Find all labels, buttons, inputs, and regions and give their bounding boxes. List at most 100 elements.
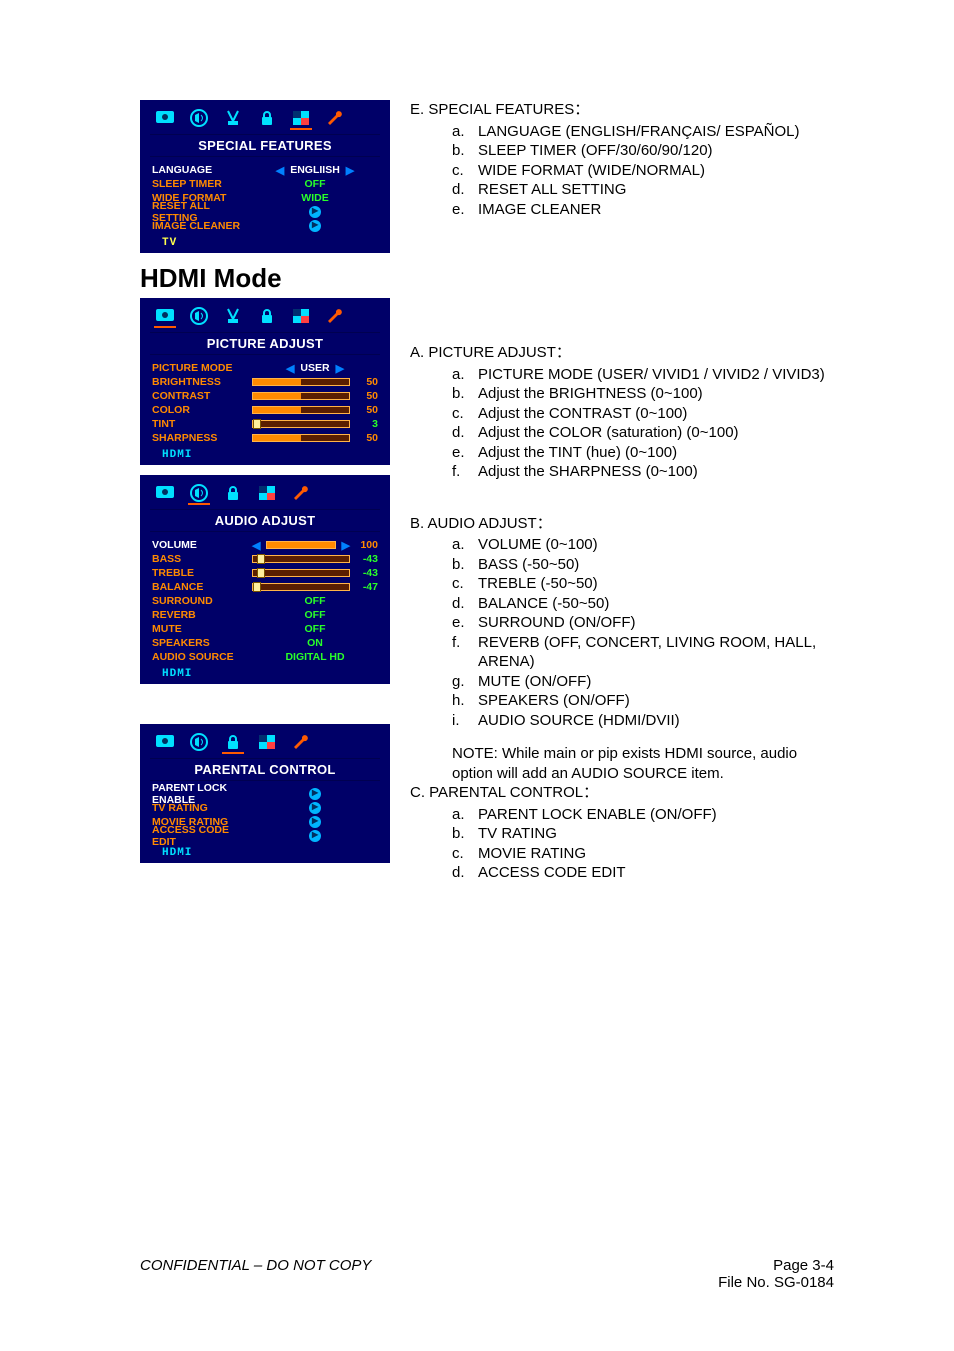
enter-icon[interactable] — [309, 830, 321, 842]
list-item: MUTE (ON/OFF) — [452, 672, 834, 692]
slider-track[interactable] — [266, 541, 335, 549]
osd-row-label: TV RATING — [152, 802, 252, 814]
osd-mode-label: HDMI — [162, 847, 192, 859]
osd-row-value — [252, 555, 350, 563]
osd-row[interactable]: REVERBOFF — [152, 608, 378, 622]
list-item: BASS (-50~50) — [452, 555, 834, 575]
sound-icon[interactable] — [188, 483, 210, 505]
osd-row[interactable]: BASS-43 — [152, 552, 378, 566]
osd-row[interactable]: AUDIO SOURCEDIGITAL HD — [152, 650, 378, 664]
osd-row-value — [252, 434, 350, 442]
sound-icon[interactable] — [188, 108, 210, 128]
arrow-left-icon[interactable]: ◀ — [276, 164, 284, 177]
arrow-right-icon[interactable]: ▶ — [346, 164, 354, 177]
osd-row[interactable]: IMAGE CLEANER — [152, 219, 378, 233]
osd-row[interactable]: PARENT LOCK ENABLE — [152, 787, 378, 801]
osd-row[interactable]: RESET ALL SETTING — [152, 205, 378, 219]
osd-row-value: ◀▶ — [252, 539, 350, 552]
enter-icon[interactable] — [309, 816, 321, 828]
slider-track[interactable] — [252, 378, 350, 386]
picture-icon[interactable] — [154, 108, 176, 128]
osd-row-value — [252, 420, 350, 428]
arrow-right-icon[interactable]: ▶ — [342, 539, 350, 552]
osd-row[interactable]: ACCESS CODE EDIT — [152, 829, 378, 843]
sound-icon[interactable] — [188, 732, 210, 752]
list-item: BALANCE (-50~50) — [452, 594, 834, 614]
slider-track[interactable] — [252, 420, 350, 428]
antenna-icon[interactable] — [222, 732, 244, 754]
osd-row-label: TREBLE — [152, 567, 252, 579]
tools-icon[interactable] — [324, 108, 346, 128]
window-icon[interactable] — [290, 108, 312, 130]
slider-track[interactable] — [252, 583, 350, 591]
osd-row[interactable]: MUTEOFF — [152, 622, 378, 636]
lock-icon[interactable] — [256, 108, 278, 128]
osd-row[interactable]: BRIGHTNESS50 — [152, 375, 378, 389]
osd-row[interactable]: TINT3 — [152, 417, 378, 431]
picture-icon[interactable] — [154, 483, 176, 503]
enter-icon[interactable] — [309, 206, 321, 218]
slider-thumb[interactable] — [253, 582, 261, 592]
osd-row-value: OFF — [252, 609, 378, 621]
osd-row[interactable]: TREBLE-43 — [152, 566, 378, 580]
lock-icon[interactable] — [256, 306, 278, 326]
arrow-left-icon[interactable]: ◀ — [252, 539, 260, 552]
slider-track[interactable] — [252, 569, 350, 577]
slider-value: 50 — [350, 376, 378, 388]
list-item: SURROUND (ON/OFF) — [452, 613, 834, 633]
enter-icon[interactable] — [309, 802, 321, 814]
slider-track[interactable] — [252, 434, 350, 442]
osd-row[interactable]: SLEEP TIMEROFF — [152, 177, 378, 191]
osd-row-label: REVERB — [152, 609, 252, 621]
slider-track[interactable] — [252, 392, 350, 400]
picture-icon[interactable] — [154, 306, 176, 328]
osd-special-features: SPECIAL FEATURESLANGUAGE◀ENGLIISH▶SLEEP … — [140, 100, 390, 253]
section-a-head: A. PICTURE ADJUST： — [410, 343, 834, 363]
slider-fill — [267, 542, 334, 548]
antenna-icon[interactable] — [222, 306, 244, 326]
window-icon[interactable] — [290, 732, 312, 752]
osd-value-text: OFF — [305, 178, 326, 190]
picture-icon[interactable] — [154, 732, 176, 752]
right-column: E. SPECIAL FEATURES： LANGUAGE (ENGLISH/F… — [410, 100, 834, 897]
sound-icon[interactable] — [188, 306, 210, 326]
tools-icon[interactable] — [324, 306, 346, 326]
osd-row-label: AUDIO SOURCE — [152, 651, 252, 663]
slider-track[interactable] — [252, 406, 350, 414]
osd-picture-adjust: PICTURE ADJUSTPICTURE MODE◀USER▶BRIGHTNE… — [140, 298, 390, 465]
slider-value: -47 — [350, 581, 378, 593]
slider-thumb[interactable] — [253, 419, 261, 429]
footer-file-number: File No. SG-0184 — [718, 1274, 834, 1291]
osd-row[interactable]: COLOR50 — [152, 403, 378, 417]
osd-row[interactable]: BALANCE-47 — [152, 580, 378, 594]
list-item: SPEAKERS (ON/OFF) — [452, 691, 834, 711]
osd-row[interactable]: SURROUNDOFF — [152, 594, 378, 608]
antenna-icon[interactable] — [222, 108, 244, 128]
osd-row-label: PICTURE MODE — [152, 362, 252, 374]
osd-row[interactable]: TV RATING — [152, 801, 378, 815]
window-icon[interactable] — [290, 306, 312, 326]
lock-icon[interactable] — [256, 732, 278, 752]
osd-row[interactable]: VOLUME◀▶100 — [152, 538, 378, 552]
osd-value-text: ON — [307, 637, 323, 649]
slider-thumb[interactable] — [257, 554, 265, 564]
enter-icon[interactable] — [309, 788, 321, 800]
list-item: Adjust the BRIGHTNESS (0~100) — [452, 384, 834, 404]
osd-mode-label: HDMI — [162, 449, 192, 461]
osd-row[interactable]: CONTRAST50 — [152, 389, 378, 403]
osd-row-value: OFF — [252, 623, 378, 635]
slider-track[interactable] — [252, 555, 350, 563]
osd-row[interactable]: LANGUAGE◀ENGLIISH▶ — [152, 163, 378, 177]
osd-row-value — [252, 378, 350, 386]
slider-thumb[interactable] — [257, 568, 265, 578]
osd-row-label: IMAGE CLEANER — [152, 220, 252, 232]
lock-icon[interactable] — [256, 483, 278, 503]
osd-row[interactable]: SHARPNESS50 — [152, 431, 378, 445]
enter-icon[interactable] — [309, 220, 321, 232]
arrow-left-icon[interactable]: ◀ — [286, 362, 294, 375]
osd-row[interactable]: SPEAKERSON — [152, 636, 378, 650]
arrow-right-icon[interactable]: ▶ — [336, 362, 344, 375]
window-icon[interactable] — [290, 483, 312, 503]
antenna-icon[interactable] — [222, 483, 244, 503]
osd-row[interactable]: PICTURE MODE◀USER▶ — [152, 361, 378, 375]
